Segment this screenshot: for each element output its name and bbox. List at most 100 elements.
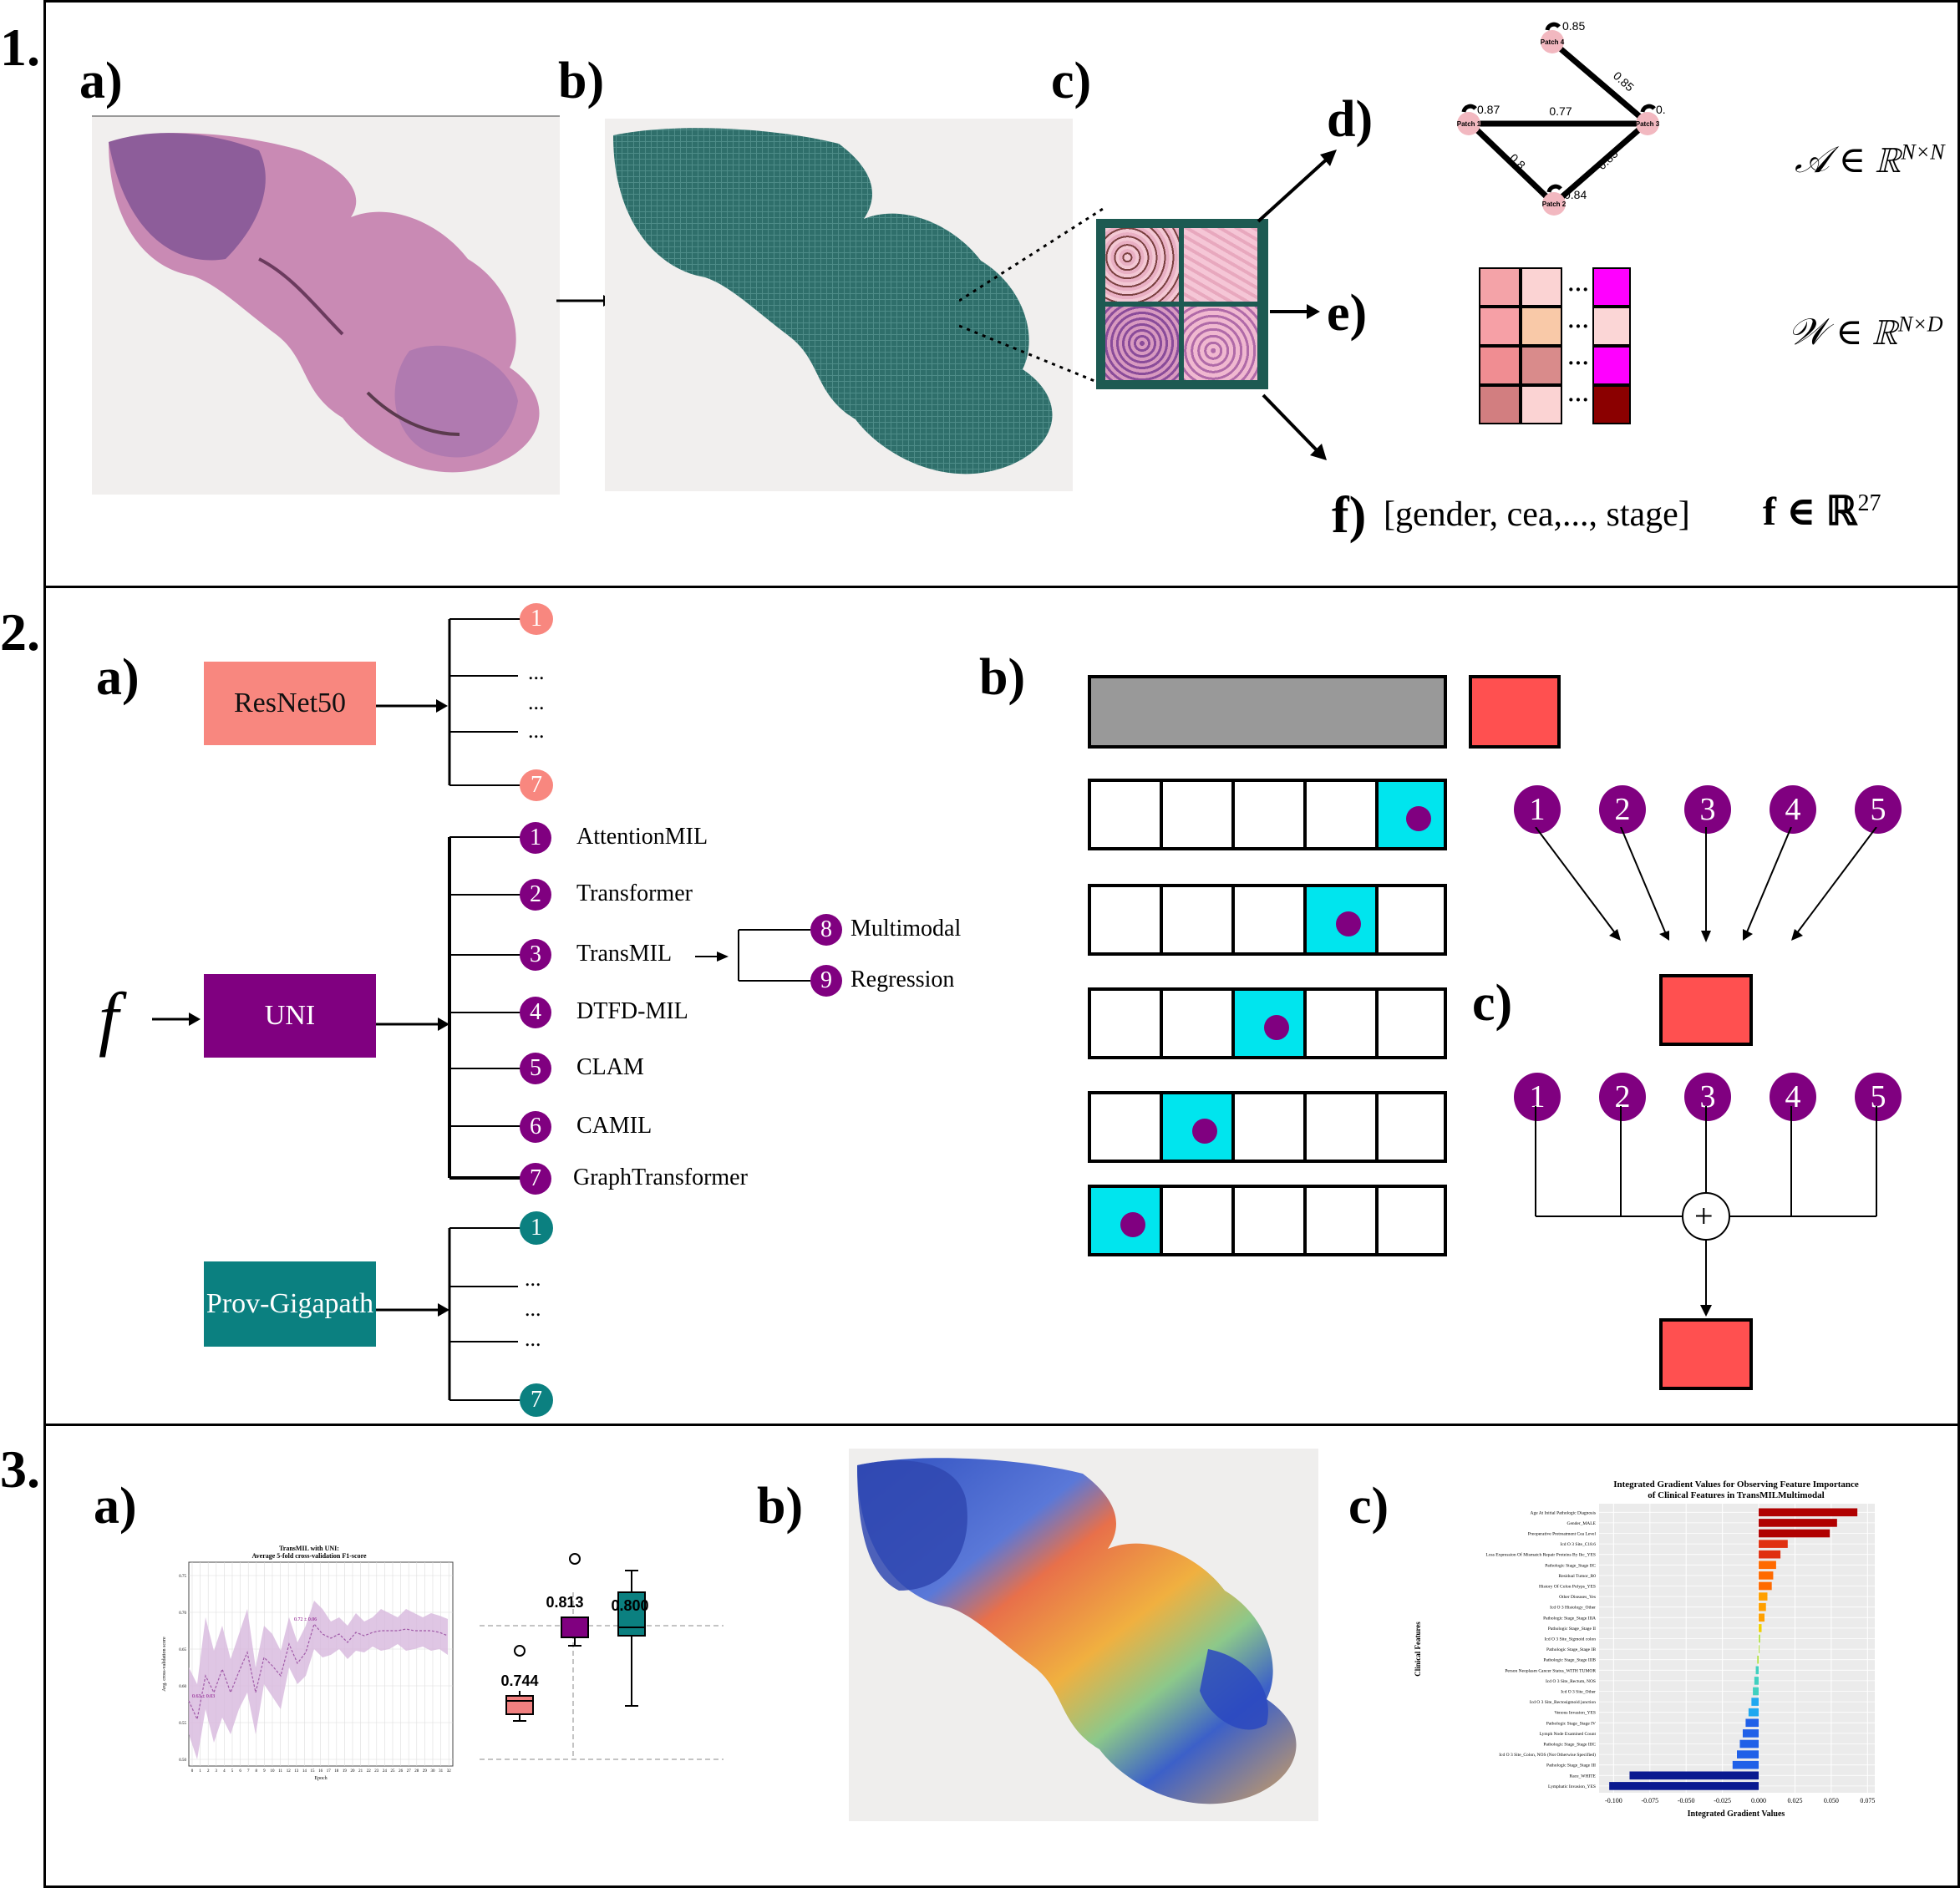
ig-category-label: Pathologic Stage_Stage IIIB [1543, 1658, 1596, 1663]
ig-category-label: Lymph Node Examined Count [1540, 1732, 1597, 1737]
line-chart-ytick: 0.65 [179, 1648, 186, 1652]
ig-category-label: Other Diseases_Yes [1559, 1595, 1596, 1600]
ig-bar [1739, 1739, 1759, 1748]
ig-xtick: -0.075 [1641, 1797, 1658, 1804]
feature-column [1592, 267, 1631, 424]
ig-category-label: Icd O 3 Site_Colon, NOS (Not Otherwise S… [1499, 1752, 1596, 1758]
ig-bar [1759, 1602, 1766, 1611]
ensemble-lines [1535, 827, 1877, 1317]
line-chart-ytick: 0.55 [179, 1722, 186, 1726]
ig-category-label: Pathologic Stage_Stage III [1546, 1764, 1596, 1769]
ensemble-output-top [1659, 974, 1753, 1046]
graph-edge-3-2 [1551, 121, 1648, 206]
ig-bar [1759, 1540, 1788, 1548]
graph-node-patch1 [1457, 112, 1480, 135]
ensemble-input-circle-5: 5 [1855, 785, 1902, 834]
ig-category-label: Pathologic Stage_Stage IV [1546, 1721, 1596, 1726]
ig-category-label: Pathologic Stage_Stage IB [1546, 1647, 1596, 1652]
prov-first-circle: 1 [520, 1211, 553, 1245]
line-chart-xtick: 6 [239, 1769, 241, 1774]
resnet-dots-3: ... [528, 718, 545, 743]
matrix-cell [1521, 385, 1562, 424]
column-cell [1592, 385, 1631, 424]
ig-plot-area [1599, 1504, 1875, 1793]
uni-method-name-2: Transformer [576, 881, 693, 906]
feature-matrix [1479, 267, 1562, 424]
ensemble-input-circle-4: 4 [1770, 1073, 1816, 1121]
variant-name-multimodal: Multimodal [851, 916, 962, 941]
cv-fold-dot [1192, 1119, 1217, 1144]
variant-circle-9: 9 [810, 965, 842, 997]
uni-method-circle-5: 5 [520, 1053, 551, 1084]
ig-category-label: Icd O 3 Histology_Other [1550, 1606, 1596, 1611]
line-chart-xtick: 0 [191, 1769, 194, 1774]
box-label-prov: 0.800 [611, 1597, 648, 1614]
line-chart-xtick: 7 [247, 1769, 250, 1774]
resnet-first-circle: 1 [520, 603, 553, 635]
ig-category-label: Pathologic Stage_Stage IIC [1545, 1563, 1596, 1568]
uni-method-circle-1: 1 [520, 822, 551, 854]
line-chart-xtick: 32 [447, 1769, 452, 1774]
f1-boxplot: 0.744 0.813 0.800 [476, 1542, 727, 1776]
matrix-cell [1521, 307, 1562, 346]
graph-node-label-4: Patch 4 [1541, 38, 1565, 46]
cv-fold-cell [1231, 1091, 1307, 1163]
cv-fold-cell [1231, 884, 1307, 956]
line-chart-ytick: 0.75 [179, 1575, 186, 1579]
weights-expression: 𝒲 ∈ ℝN×D [1788, 312, 1943, 353]
uni-method-name-6: CAMIL [576, 1113, 652, 1139]
attention-heatmap-image [849, 1449, 1318, 1821]
ig-xtick: 0.025 [1787, 1797, 1802, 1804]
resnet50-box: ResNet50 [204, 662, 376, 745]
ig-bar [1751, 1698, 1759, 1706]
ig-bar [1732, 1760, 1759, 1769]
ig-category-label: Gender_MALE [1566, 1521, 1596, 1526]
ensemble-input-circle-1: 1 [1514, 1073, 1561, 1121]
ig-category-label: Venous Invasion_YES [1554, 1711, 1596, 1716]
line-chart-xtick: 4 [223, 1769, 226, 1774]
line-chart-xtick: 10 [271, 1769, 276, 1774]
cv-fold-cell [1160, 987, 1235, 1059]
training-data-bar [1088, 675, 1447, 749]
cv-fold-cell [1231, 987, 1307, 1059]
matrix-cell [1521, 346, 1562, 385]
ig-category-label: Icd O 3 Site_Rectosigmoid junction [1530, 1700, 1596, 1705]
adjacency-expression: 𝒜 ∈ ℝN×N [1795, 140, 1945, 180]
cv-fold-cell [1088, 884, 1163, 956]
graph-edge-label-1: 0.77 [1549, 104, 1572, 118]
line-chart-xtick: 5 [231, 1769, 234, 1774]
ensemble-input-circle-1: 1 [1514, 785, 1561, 834]
ig-xtick: -0.025 [1714, 1797, 1731, 1804]
prov-last-circle: 7 [520, 1383, 553, 1417]
patch-graph: Patch 4 Patch 1 Patch 3 Patch 2 0.85 0.8… [1457, 19, 1666, 216]
panel-1c-label: c) [1051, 53, 1092, 109]
panel-3c-label: c) [1348, 1478, 1389, 1535]
graph-node-value-2: 0.84 [1564, 188, 1587, 201]
line-chart-title-1: TransMIL with UNI: [279, 1545, 339, 1552]
line-chart-xtick: 8 [256, 1769, 258, 1774]
ig-category-label: Pathologic Stage_Stage IIIA [1543, 1616, 1596, 1621]
graph-node-label-3: Patch 3 [1636, 120, 1660, 128]
matrix-cell [1479, 346, 1521, 385]
ig-bar [1737, 1750, 1759, 1759]
ig-bar [1753, 1687, 1759, 1696]
graph-edge-label-0: 0.85 [1611, 69, 1637, 94]
matrix-cell [1479, 267, 1521, 307]
box-prov [617, 1591, 646, 1637]
cv-fold-cell [1303, 1185, 1379, 1256]
ig-bar [1742, 1729, 1759, 1738]
prov-dots-2: ... [525, 1297, 541, 1321]
cv-fold-cell [1303, 1091, 1379, 1163]
line-chart-ytick: 0.50 [179, 1759, 186, 1763]
cv-fold-dot [1336, 911, 1361, 936]
ig-category-label: Icd O 3 Site_Other [1561, 1690, 1596, 1695]
panel-3a-label: a) [94, 1478, 137, 1535]
line-chart-xtick: 20 [351, 1769, 356, 1774]
line-chart-xtick: 15 [311, 1769, 316, 1774]
line-chart-xtick: 25 [391, 1769, 396, 1774]
section-number-1: 1. [0, 18, 40, 77]
graph-node-patch2 [1542, 192, 1566, 216]
column-cell [1592, 346, 1631, 385]
cv-fold-cell [1375, 1091, 1447, 1163]
box-uni [561, 1616, 589, 1638]
